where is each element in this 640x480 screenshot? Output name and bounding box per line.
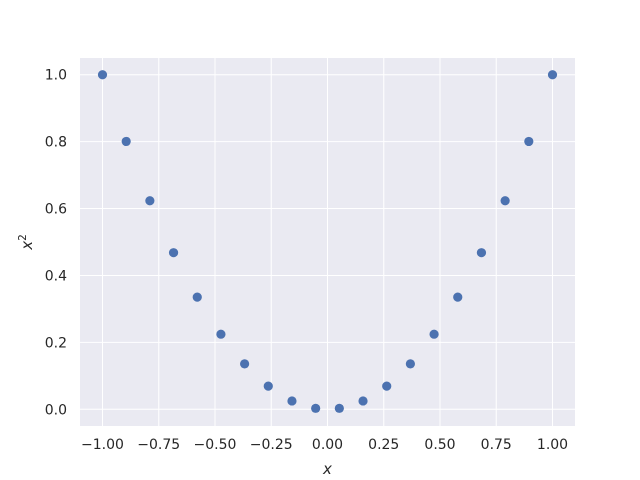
y-axis-label-base: x — [18, 241, 36, 251]
x-tick-labels: −1.00 −0.75 −0.50 −0.25 0.00 0.25 0.50 0.75 1.00 — [81, 437, 568, 453]
data-point — [382, 381, 392, 391]
y-tick-label: 0.8 — [45, 135, 67, 151]
x-tick-label: −0.50 — [194, 437, 237, 453]
data-point — [263, 381, 273, 391]
data-point — [524, 136, 534, 147]
y-axis-label-exponent: 2 — [17, 234, 29, 241]
x-tick-label: −1.00 — [81, 437, 124, 453]
data-point — [145, 196, 155, 206]
data-point — [476, 248, 487, 258]
y-tick-labels: 0.0 0.2 0.4 0.6 0.8 1.0 — [45, 68, 67, 419]
data-point — [547, 70, 558, 80]
x-tick-label: −0.25 — [250, 437, 293, 453]
x-tick-label: 0.50 — [424, 437, 455, 453]
data-point — [358, 396, 368, 406]
data-point — [192, 292, 202, 302]
x-tick-label: 0.00 — [312, 437, 343, 453]
data-point — [168, 248, 179, 258]
grid-lines — [80, 58, 575, 426]
data-point — [121, 136, 131, 147]
x-tick-label: 0.25 — [368, 437, 399, 453]
x-axis-label: x — [322, 460, 332, 478]
data-point — [240, 359, 250, 369]
data-point — [287, 396, 297, 406]
y-tick-label: 0.2 — [45, 335, 67, 351]
data-point — [216, 329, 226, 339]
data-point — [311, 403, 321, 413]
y-tick-label: 0.6 — [45, 202, 67, 218]
y-tick-label: 0.0 — [45, 402, 67, 418]
data-point — [97, 70, 108, 80]
y-tick-label: 0.4 — [45, 268, 67, 284]
x-tick-label: 1.00 — [537, 437, 568, 453]
x-tick-label: 0.75 — [481, 437, 512, 453]
x-tick-label: −0.75 — [137, 437, 180, 453]
data-point — [453, 292, 463, 302]
y-axis-label: x2 — [17, 234, 36, 251]
data-point — [429, 329, 439, 339]
data-point — [334, 403, 344, 413]
data-points — [97, 70, 558, 413]
data-point — [405, 359, 415, 369]
data-point — [500, 196, 510, 206]
y-tick-label: 1.0 — [45, 68, 67, 84]
